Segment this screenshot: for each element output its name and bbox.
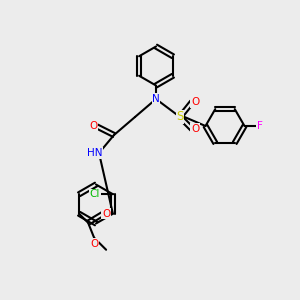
Text: HN: HN [87, 148, 102, 158]
Text: O: O [89, 121, 97, 131]
Text: O: O [191, 97, 199, 107]
Text: Cl: Cl [90, 189, 100, 199]
Text: O: O [191, 124, 199, 134]
Text: F: F [256, 121, 262, 131]
Text: O: O [90, 239, 98, 249]
Text: S: S [176, 110, 184, 124]
Text: N: N [152, 94, 160, 104]
Text: O: O [102, 209, 110, 219]
